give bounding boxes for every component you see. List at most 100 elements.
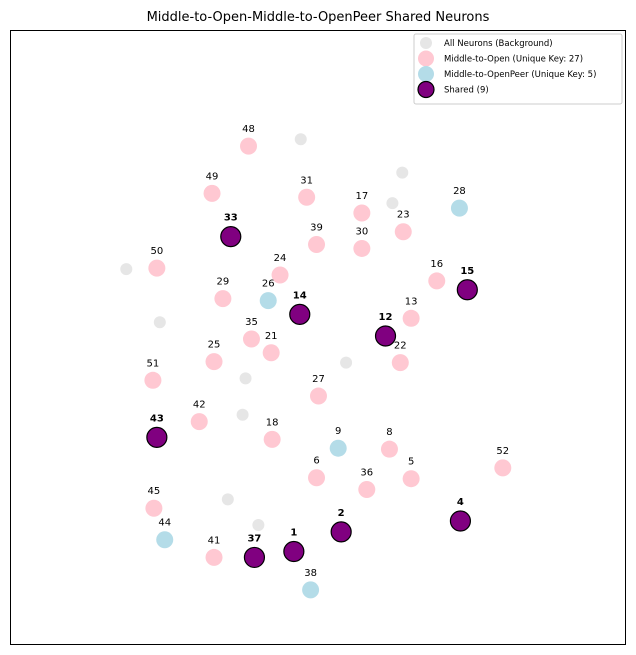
unique_b-point-44 bbox=[156, 531, 174, 549]
unique_a-point-41 bbox=[205, 548, 223, 566]
point-label-5: 5 bbox=[408, 457, 414, 468]
point-label-18: 18 bbox=[266, 417, 279, 428]
point-label-16: 16 bbox=[430, 259, 443, 270]
point-label-52: 52 bbox=[496, 446, 509, 457]
point-label-38: 38 bbox=[304, 568, 317, 579]
unique_a-point-16 bbox=[428, 272, 446, 290]
point-label-35: 35 bbox=[245, 317, 258, 328]
unique_a-point-50 bbox=[148, 259, 166, 277]
unique_a-point-27 bbox=[309, 387, 327, 405]
shared-point-43 bbox=[146, 426, 168, 448]
unique_a-point-24 bbox=[271, 266, 289, 284]
point-label-50: 50 bbox=[150, 246, 163, 257]
unique_a-point-35 bbox=[242, 330, 260, 348]
background-point-7 bbox=[236, 408, 249, 421]
shared-point-1 bbox=[283, 540, 305, 563]
point-label-13: 13 bbox=[405, 296, 418, 307]
points-layer bbox=[120, 133, 512, 599]
point-label-1: 1 bbox=[290, 528, 297, 539]
shared-point-12 bbox=[374, 325, 397, 347]
unique_a-point-8 bbox=[380, 440, 398, 458]
point-label-14: 14 bbox=[293, 290, 307, 301]
legend-label-background: All Neurons (Background) bbox=[444, 39, 553, 49]
unique_a-point-22 bbox=[391, 354, 409, 372]
unique_b-point-38 bbox=[302, 581, 320, 599]
point-label-37: 37 bbox=[247, 533, 261, 544]
point-label-51: 51 bbox=[147, 358, 160, 369]
shared-point-37 bbox=[243, 546, 266, 569]
chart-title: Middle-to-Open-Middle-to-OpenPeer Shared… bbox=[147, 10, 490, 25]
point-label-48: 48 bbox=[242, 124, 255, 135]
background-point-1 bbox=[396, 166, 409, 179]
legend: All Neurons (Background) Middle-to-Open (… bbox=[413, 33, 623, 105]
point-label-26: 26 bbox=[262, 279, 275, 290]
point-label-9: 9 bbox=[335, 426, 341, 437]
point-label-24: 24 bbox=[274, 253, 287, 264]
point-label-41: 41 bbox=[208, 535, 221, 546]
point-label-21: 21 bbox=[265, 331, 278, 342]
legend-label-unique_b: Middle-to-OpenPeer (Unique Key: 5) bbox=[444, 70, 596, 80]
background-point-6 bbox=[239, 372, 252, 385]
background-point-5 bbox=[340, 356, 353, 369]
point-label-43: 43 bbox=[150, 413, 164, 424]
legend-marker-unique_b bbox=[418, 66, 434, 82]
unique_a-point-29 bbox=[214, 290, 232, 308]
unique_a-point-30 bbox=[353, 239, 371, 257]
legend-box bbox=[413, 33, 623, 105]
unique_a-point-39 bbox=[308, 236, 326, 254]
point-label-8: 8 bbox=[386, 427, 392, 438]
point-label-12: 12 bbox=[379, 312, 393, 323]
point-label-44: 44 bbox=[158, 518, 171, 529]
background-point-4 bbox=[153, 316, 166, 329]
point-label-22: 22 bbox=[394, 341, 407, 352]
unique_a-point-49 bbox=[203, 184, 221, 202]
unique_a-point-48 bbox=[240, 137, 258, 155]
shared-point-15 bbox=[456, 279, 478, 301]
point-label-31: 31 bbox=[300, 175, 313, 186]
unique_a-point-6 bbox=[308, 469, 326, 487]
unique_a-point-25 bbox=[205, 353, 223, 371]
background-point-0 bbox=[294, 133, 307, 146]
point-label-36: 36 bbox=[360, 468, 373, 479]
unique_a-point-21 bbox=[262, 344, 280, 362]
point-label-28: 28 bbox=[453, 186, 466, 197]
point-label-29: 29 bbox=[217, 277, 230, 288]
shared-point-4 bbox=[449, 510, 472, 532]
legend-label-unique_a: Middle-to-Open (Unique Key: 27) bbox=[444, 55, 583, 65]
point-label-45: 45 bbox=[148, 486, 161, 497]
unique_a-point-18 bbox=[263, 430, 281, 448]
unique_a-point-5 bbox=[402, 470, 420, 488]
point-label-23: 23 bbox=[397, 210, 410, 221]
unique_a-point-42 bbox=[190, 413, 208, 431]
point-label-2: 2 bbox=[338, 508, 345, 519]
plot-frame bbox=[10, 30, 626, 645]
unique_a-point-36 bbox=[358, 481, 376, 499]
unique_a-point-31 bbox=[298, 188, 316, 206]
point-label-4: 4 bbox=[457, 497, 464, 508]
point-label-17: 17 bbox=[355, 191, 368, 202]
unique_a-point-52 bbox=[494, 459, 512, 477]
point-label-33: 33 bbox=[224, 213, 238, 224]
point-label-6: 6 bbox=[313, 456, 319, 467]
point-label-42: 42 bbox=[193, 400, 206, 411]
point-label-49: 49 bbox=[206, 171, 219, 182]
shared-point-2 bbox=[330, 521, 352, 543]
legend-label-shared: Shared (9) bbox=[444, 86, 489, 96]
background-point-2 bbox=[386, 197, 399, 210]
unique_b-point-26 bbox=[259, 292, 277, 310]
point-label-15: 15 bbox=[460, 266, 474, 277]
background-point-8 bbox=[221, 493, 234, 506]
legend-marker-background bbox=[420, 37, 432, 49]
unique_a-point-17 bbox=[353, 204, 371, 222]
unique_a-point-23 bbox=[394, 223, 412, 241]
shared-point-33 bbox=[220, 226, 242, 248]
unique_b-point-9 bbox=[329, 439, 347, 457]
legend-marker-shared bbox=[417, 80, 435, 99]
legend-marker-unique_a bbox=[418, 50, 434, 67]
point-label-27: 27 bbox=[312, 374, 325, 385]
point-label-39: 39 bbox=[310, 223, 323, 234]
unique_a-point-45 bbox=[145, 499, 163, 517]
point-label-25: 25 bbox=[208, 340, 221, 351]
unique_a-point-51 bbox=[144, 371, 162, 389]
